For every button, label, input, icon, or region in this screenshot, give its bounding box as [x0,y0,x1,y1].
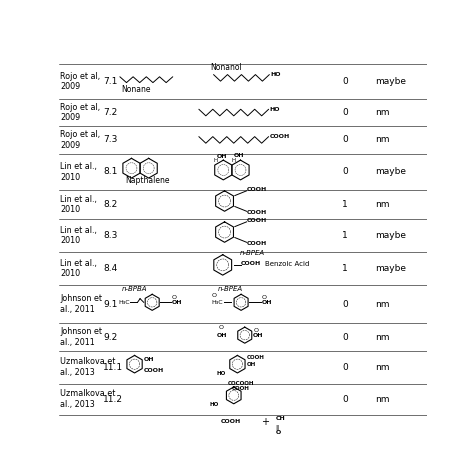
Text: Lin et al.,
2010: Lin et al., 2010 [60,162,97,182]
Text: HO: HO [217,371,226,376]
Text: 8.1: 8.1 [103,167,118,176]
Text: 1: 1 [342,231,348,240]
Text: 0: 0 [342,363,348,372]
Text: nm: nm [375,332,390,341]
Text: 11.2: 11.2 [103,394,123,403]
Text: O: O [212,292,217,298]
Text: maybe: maybe [375,264,406,273]
Text: OH: OH [217,333,227,337]
Text: 7.1: 7.1 [103,77,118,86]
Text: Lin et al.,
2010: Lin et al., 2010 [60,259,97,278]
Text: Johnson et
al., 2011: Johnson et al., 2011 [60,328,102,346]
Text: 0: 0 [342,394,348,403]
Text: OH: OH [171,300,182,305]
Text: maybe: maybe [375,167,406,176]
Text: H: H [231,158,235,163]
Text: 9.1: 9.1 [103,300,118,309]
Text: COOH: COOH [246,187,267,192]
Text: 8.2: 8.2 [103,200,118,209]
Text: nm: nm [375,200,390,209]
Text: H: H [213,158,218,163]
Text: nm: nm [375,108,390,117]
Text: Napthalene: Napthalene [125,176,170,185]
Text: OH: OH [217,154,228,159]
Text: OH: OH [234,153,244,158]
Text: 0: 0 [342,167,348,176]
Text: COOH: COOH [246,218,267,223]
Text: nm: nm [375,300,390,309]
Text: OH: OH [144,356,154,362]
Text: Rojo et al,
2009: Rojo et al, 2009 [60,130,100,150]
Text: Benzoic Acid: Benzoic Acid [265,261,310,267]
Text: HO: HO [210,402,219,407]
Text: nm: nm [375,363,390,372]
Text: Johnson et
al., 2011: Johnson et al., 2011 [60,294,102,314]
Text: 8.3: 8.3 [103,231,118,240]
Text: Rojo et al,
2009: Rojo et al, 2009 [60,72,100,91]
Text: Lin et al.,
2010: Lin et al., 2010 [60,226,97,246]
Text: H₃C: H₃C [212,300,223,305]
Text: COOH: COOH [241,261,261,266]
Text: HO: HO [271,72,281,77]
Text: 0: 0 [342,77,348,86]
Text: OH: OH [253,333,264,337]
Text: 0: 0 [342,332,348,341]
Text: 7.3: 7.3 [103,136,118,145]
Text: CH: CH [276,417,286,421]
Text: 9.2: 9.2 [103,332,118,341]
Text: COOH: COOH [246,356,264,361]
Text: O: O [219,325,224,330]
Text: COCOOH: COCOOH [228,381,254,386]
Text: COOH: COOH [144,368,164,373]
Text: maybe: maybe [375,77,406,86]
Text: Nonane: Nonane [122,85,151,94]
Text: 0: 0 [342,300,348,309]
Text: O: O [276,429,281,435]
Text: COOH: COOH [232,386,250,392]
Text: 0: 0 [342,108,348,117]
Text: O: O [261,295,266,300]
Text: 0: 0 [342,136,348,145]
Text: Rojo et al,
2009: Rojo et al, 2009 [60,103,100,122]
Text: COOH: COOH [246,241,267,246]
Text: 1: 1 [342,264,348,273]
Text: OH: OH [246,362,256,367]
Text: +: + [261,417,269,427]
Text: 7.2: 7.2 [103,108,118,117]
Text: nm: nm [375,394,390,403]
Text: 8.4: 8.4 [103,264,118,273]
Text: n-BPEA: n-BPEA [218,286,243,292]
Text: Uzmalkova et
al., 2013: Uzmalkova et al., 2013 [60,389,115,409]
Text: nm: nm [375,136,390,145]
Text: Uzmalkova et
al., 2013: Uzmalkova et al., 2013 [60,357,115,377]
Text: COOH: COOH [270,134,290,139]
Text: n-BPBA: n-BPBA [122,286,147,292]
Text: H₃C: H₃C [118,300,130,305]
Text: OH: OH [261,300,272,305]
Text: 1: 1 [342,200,348,209]
Text: COOH: COOH [221,419,241,424]
Text: n-BPEA: n-BPEA [239,250,264,256]
Text: HO: HO [270,107,280,112]
Text: O: O [171,295,176,300]
Text: O: O [253,328,258,333]
Text: Lin et al.,
2010: Lin et al., 2010 [60,195,97,214]
Text: 11.1: 11.1 [103,363,123,372]
Text: ||: || [275,425,280,430]
Text: Nonanol: Nonanol [210,63,242,72]
Text: maybe: maybe [375,231,406,240]
Text: COOH: COOH [246,210,267,215]
